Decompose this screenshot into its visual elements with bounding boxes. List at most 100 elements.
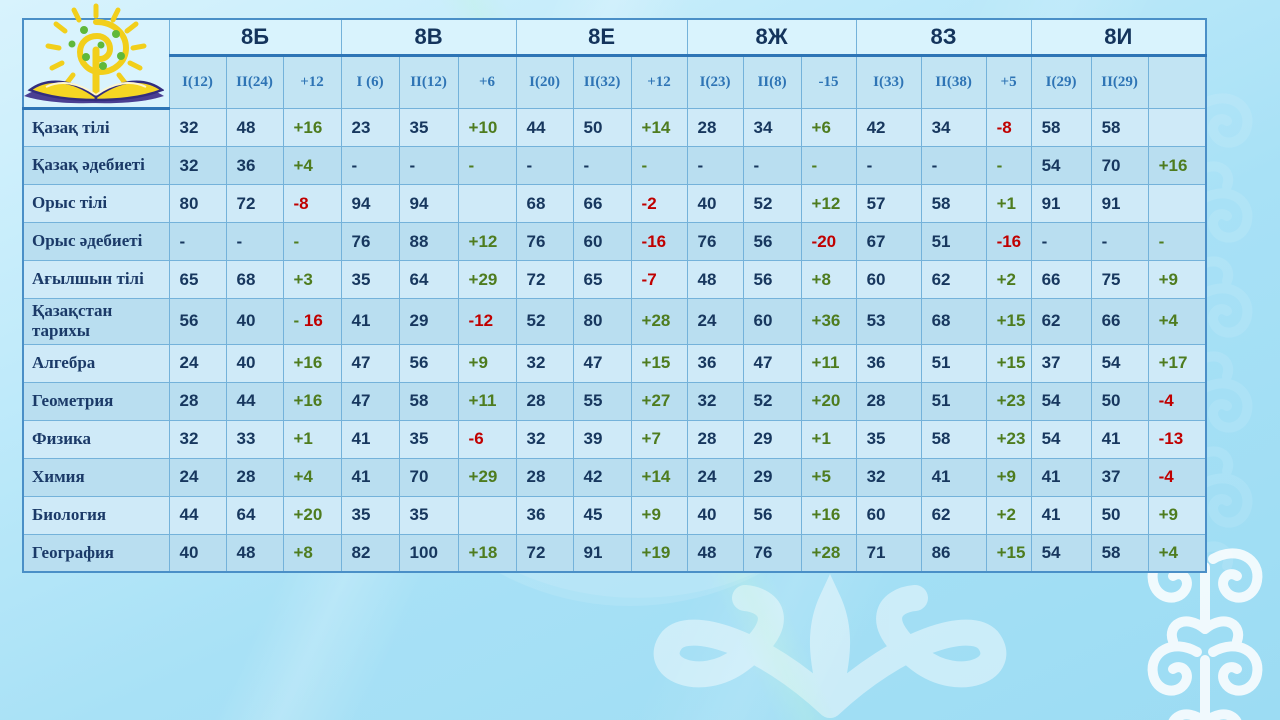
score-cell: 35 [398, 495, 459, 535]
score-cell: -8 [985, 108, 1032, 147]
score-cell: 80 [168, 184, 227, 223]
col-header: I(33) [855, 55, 922, 109]
score-cell: 58 [920, 184, 987, 223]
score-cell: 64 [398, 260, 459, 299]
score-cell: 58 [398, 381, 459, 421]
score-cell: 36 [686, 343, 744, 383]
score-cell: 48 [686, 260, 744, 299]
score-cell: +28 [800, 533, 857, 573]
score-cell: 32 [855, 457, 922, 497]
delta-sign: - [293, 311, 300, 331]
score-cell: 72 [515, 533, 574, 573]
score-cell: 32 [168, 146, 227, 185]
score-cell: 71 [855, 533, 922, 573]
score-cell: 75 [1090, 260, 1149, 299]
score-cell: 48 [686, 533, 744, 573]
score-cell: 72 [515, 260, 574, 299]
score-cell: - [630, 146, 688, 185]
score-cell: 64 [225, 495, 284, 535]
score-cell: 24 [168, 457, 227, 497]
score-cell: 86 [920, 533, 987, 573]
score-cell: -7 [630, 260, 688, 299]
table-header: 8Б 8В 8Е 8Ж 8З 8И I(12) II(24) +12 I (6) II(12) +6 I… [22, 18, 1207, 110]
class-header: 8В [340, 18, 517, 57]
score-cell: 56 [742, 495, 802, 535]
col-header: II(32) [572, 55, 632, 109]
score-cell: - [855, 146, 922, 185]
score-cell: 60 [742, 298, 802, 345]
score-cell: 70 [1090, 146, 1149, 185]
score-cell: 40 [686, 184, 744, 223]
score-cell: 62 [920, 495, 987, 535]
score-cell: 33 [225, 419, 284, 459]
table-row: Физика 32 33 +1 41 35 -6 32 39 +7 28 29 +1 35 58 +23 54 4… [22, 419, 1207, 459]
table-body: Қазақ тілі 32 48 +16 23 35 +10 44 50 +14 28 34 +6 42 3… [22, 108, 1207, 573]
subject-label: Биология [22, 495, 170, 535]
subject-label: Химия [22, 457, 170, 497]
score-cell: 67 [855, 222, 922, 261]
score-cell: - [340, 146, 400, 185]
score-cell: 60 [855, 495, 922, 535]
score-cell: 37 [1090, 457, 1149, 497]
score-cell: 35 [398, 108, 459, 147]
score-cell: - 16 [282, 298, 342, 345]
score-cell: 40 [168, 533, 227, 573]
col-header [1147, 55, 1207, 109]
score-cell: 53 [855, 298, 922, 345]
score-cell: 42 [855, 108, 922, 147]
score-cell: 76 [340, 222, 400, 261]
score-cell: 50 [572, 108, 632, 147]
score-cell: +5 [800, 457, 857, 497]
score-cell: 44 [168, 495, 227, 535]
score-cell: 28 [515, 381, 574, 421]
score-cell: +9 [985, 457, 1032, 497]
score-cell: +12 [457, 222, 517, 261]
score-cell: 52 [515, 298, 574, 345]
subject-label: Қазақстан тарихы [22, 298, 170, 345]
score-cell: 66 [572, 184, 632, 223]
score-cell: 35 [855, 419, 922, 459]
score-cell: 41 [1030, 457, 1092, 497]
table-row: Қазақстан тарихы 56 40- 16 41 29 -12 52 80 +28 24… [22, 298, 1207, 345]
class-header: 8Б [168, 18, 342, 57]
score-cell: 32 [515, 343, 574, 383]
logo-cell [22, 18, 170, 110]
col-header: +6 [457, 55, 517, 109]
score-cell: +11 [800, 343, 857, 383]
score-cell [457, 495, 517, 535]
score-cell [457, 184, 517, 223]
col-header: +5 [985, 55, 1032, 109]
score-cell: 40 [686, 495, 744, 535]
score-cell: - [920, 146, 987, 185]
score-cell: +16 [282, 381, 342, 421]
score-cell: 54 [1030, 533, 1092, 573]
score-cell: 76 [686, 222, 744, 261]
subject-label: Алгебра [22, 343, 170, 383]
score-cell: 54 [1030, 419, 1092, 459]
score-cell: 50 [1090, 495, 1149, 535]
score-cell: +4 [282, 457, 342, 497]
score-cell: +28 [630, 298, 688, 345]
score-cell: +9 [1147, 260, 1207, 299]
class-header: 8З [855, 18, 1032, 57]
score-cell: 58 [1090, 533, 1149, 573]
score-cell: 28 [855, 381, 922, 421]
score-cell: -20 [800, 222, 857, 261]
score-cell: 42 [572, 457, 632, 497]
score-cell: - [1147, 222, 1207, 261]
score-cell: 50 [1090, 381, 1149, 421]
score-cell: +1 [800, 419, 857, 459]
score-cell: +20 [800, 381, 857, 421]
score-cell: +14 [630, 108, 688, 147]
score-cell: +29 [457, 260, 517, 299]
score-cell: -13 [1147, 419, 1207, 459]
score-cell: 94 [340, 184, 400, 223]
score-cell: 51 [920, 222, 987, 261]
subject-label: Орыс тілі [22, 184, 170, 223]
score-cell: - [1030, 222, 1092, 261]
score-cell: - [398, 146, 459, 185]
score-cell: - [225, 222, 284, 261]
score-cell: 60 [855, 260, 922, 299]
score-cell: 23 [340, 108, 400, 147]
score-cell: 28 [225, 457, 284, 497]
